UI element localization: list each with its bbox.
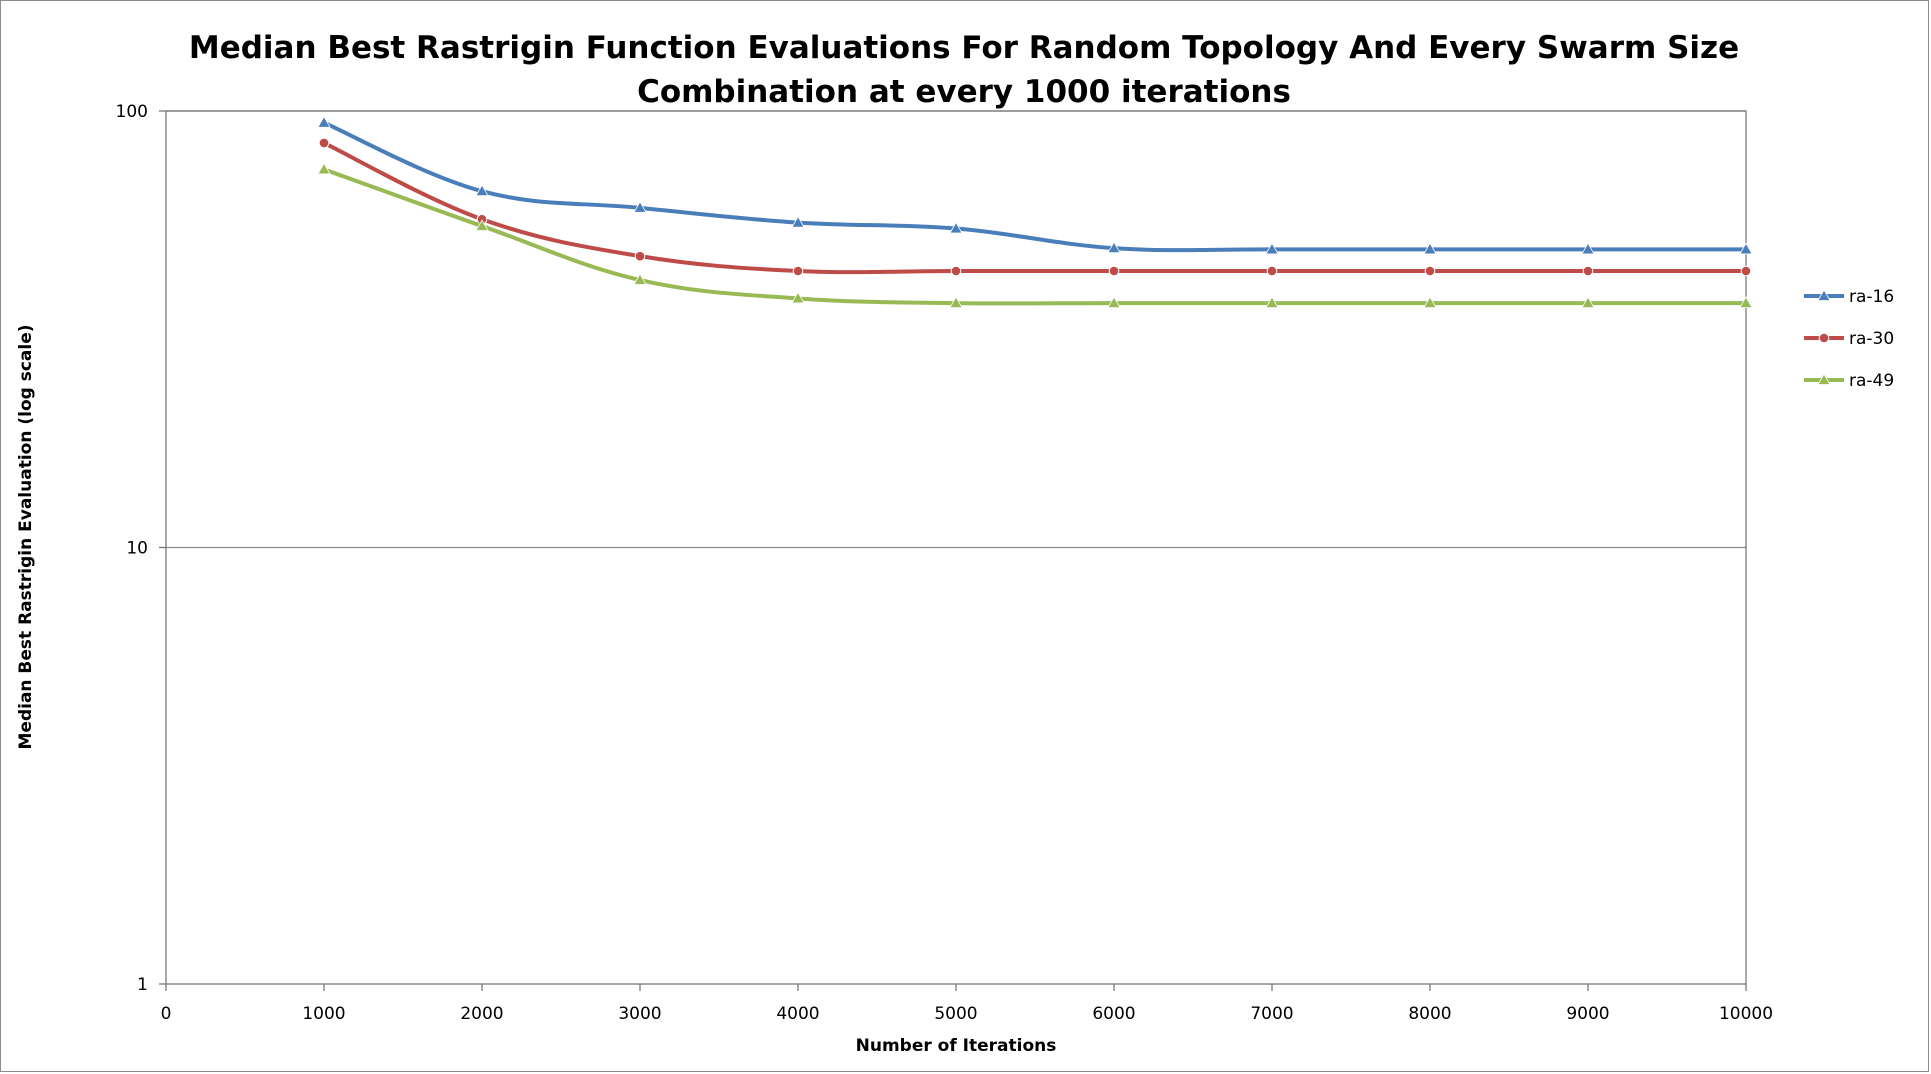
data-point-ra-16 [1107,241,1121,254]
axes [159,110,1747,991]
legend-label-ra-16: ra-16 [1849,287,1894,307]
chart-title-line-2: Combination at every 1000 iterations [637,74,1291,110]
data-point-ra-49 [1423,296,1437,309]
series-ra-30 [318,137,1752,277]
data-point-ra-16 [475,184,489,197]
data-point-ra-16 [317,115,331,128]
data-point-ra-16 [633,201,647,213]
legend-marker-ra-16 [1817,289,1831,301]
x-axis-title: Number of Iterations [856,1036,1057,1056]
data-point-ra-49 [1739,296,1753,309]
x-tick-label: 3000 [618,1004,661,1024]
legend-marker-ra-49 [1817,373,1831,385]
x-tick-label: 2000 [460,1004,503,1024]
data-point-ra-49 [791,291,805,304]
data-point-ra-30 [1740,265,1752,277]
data-point-ra-49 [1265,296,1279,309]
series-line-ra-49 [322,167,1748,306]
data-point-ra-16 [1423,242,1437,255]
data-series [317,115,1753,309]
gridlines [166,110,1746,549]
data-point-ra-16 [791,215,805,228]
series-ra-16 [317,115,1753,255]
legend-entry-ra-49: ra-49 [1804,371,1894,391]
legend-label-ra-30: ra-30 [1849,329,1894,349]
data-point-ra-30 [1424,265,1436,277]
data-point-ra-49 [633,273,647,285]
chart-title-line-1: Median Best Rastrigin Function Evaluatio… [189,30,1739,66]
x-tick-label: 5000 [934,1004,977,1024]
data-point-ra-30 [318,137,330,149]
legend-entry-ra-30: ra-30 [1804,329,1894,349]
data-point-ra-49 [949,296,963,309]
y-axis-tick-labels: 1 10 100 [116,102,148,995]
x-tick-label: 7000 [1250,1004,1293,1024]
chart-title: Median Best Rastrigin Function Evaluatio… [189,30,1739,110]
legend-label-ra-49: ra-49 [1849,371,1894,391]
data-point-ra-30 [634,250,646,262]
data-point-ra-16 [949,221,963,234]
data-point-ra-16 [1265,242,1279,255]
series-line-ra-16 [322,120,1748,253]
data-point-ra-30 [1582,265,1594,277]
x-tick-label: 1000 [302,1004,345,1024]
data-point-ra-30 [950,265,962,277]
y-tick-label: 10 [126,539,148,559]
x-tick-label: 0 [161,1004,172,1024]
data-point-ra-16 [1739,242,1753,255]
y-tick-label: 100 [116,102,148,122]
x-tick-label: 4000 [776,1004,819,1024]
x-axis-tick-labels: 0 1000 2000 3000 4000 5000 6000 7000 8000 9000 100… [161,1004,1773,1024]
data-point-ra-49 [475,219,489,231]
data-point-ra-49 [1581,296,1595,309]
y-axis-title: Median Best Rastrigin Evaluation (log sc… [16,325,36,750]
data-point-ra-16 [1581,242,1595,255]
x-tick-label: 6000 [1092,1004,1135,1024]
x-tick-label: 10000 [1719,1004,1773,1024]
data-point-ra-30 [792,265,804,277]
data-point-ra-30 [1266,265,1278,277]
x-tick-label: 9000 [1566,1004,1609,1024]
x-tick-label: 8000 [1408,1004,1451,1024]
series-line-ra-30 [322,140,1748,275]
legend-marker-ra-30 [1818,332,1830,344]
data-point-ra-30 [1108,265,1120,277]
series-ra-49 [317,162,1753,309]
legend-entry-ra-16: ra-16 [1804,287,1894,307]
legend: ra-16 ra-30 ra-49 [1804,287,1894,391]
data-point-ra-49 [1107,296,1121,309]
y-tick-label: 1 [137,975,148,995]
data-point-ra-49 [317,162,331,175]
